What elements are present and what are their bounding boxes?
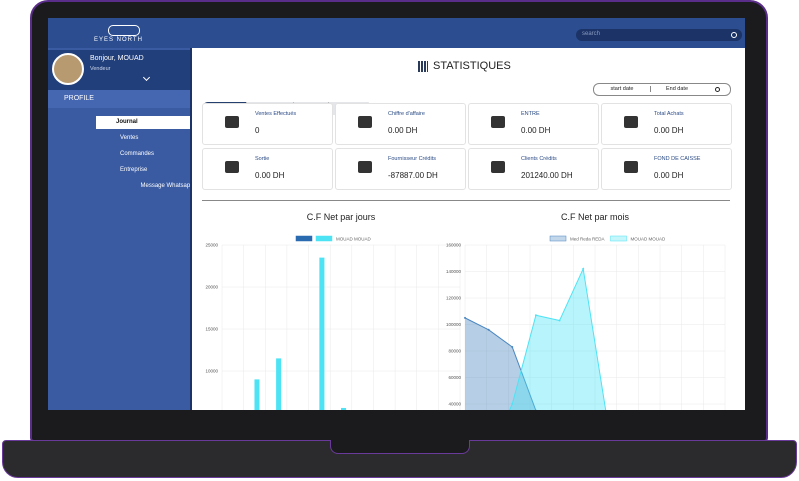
menu-item[interactable]: Commandes [120,151,155,157]
logo-glasses [108,25,140,36]
role: Vendeur [90,66,111,72]
start-date[interactable]: start date [610,86,634,92]
card-icon [491,161,505,173]
date-filter [593,83,731,96]
card-icon [358,161,372,173]
point [511,346,514,349]
bar [254,379,260,410]
y-tick-label: 10000 [205,369,218,374]
card-label: Chiffre d'affaire [388,111,425,117]
legend-swatch [610,235,627,242]
y-tick-label: 100000 [446,322,462,327]
stat-card: Clients Crédits 201240.00 DH [468,148,599,190]
point [558,319,561,322]
menu-item[interactable]: Message Whatsapp [140,183,194,189]
area-fill [509,268,606,410]
card-label: Total Achats [654,111,684,117]
card-label: FOND DE CAISSE [654,156,701,162]
legend-swatch [315,235,333,242]
section-title: PROFILE [64,95,94,102]
card-value: -87887.00 DH [388,171,438,180]
card-value: 0.00 DH [521,126,551,135]
y-tick-label: 60000 [448,375,461,380]
stats-icon [418,61,428,72]
legend-label: MOUAD MOUAD [336,237,372,242]
bar [276,358,282,410]
menu-item[interactable]: Entreprise [120,167,148,173]
area-line [464,317,537,410]
point [511,403,514,405]
legend-swatch [549,235,567,242]
y-tick-label: 160000 [446,243,462,248]
stat-card: Fournisseur Crédits -87887.00 DH [335,148,466,190]
search-placeholder: search [582,31,601,37]
search-icon [731,32,737,38]
greeting: Bonjour, MOUAD [90,55,144,62]
area-line [509,267,607,410]
area-fill [465,317,536,410]
menu-item[interactable]: Ventes [120,135,139,141]
bar [319,257,325,410]
y-tick-label: 15000 [205,327,218,332]
card-value: 0.00 DH [388,126,418,135]
card-icon [225,161,239,173]
point [534,314,537,317]
y-tick-label: 120000 [446,296,462,301]
y-tick-label: 25000 [205,243,218,248]
card-icon [624,161,638,173]
point [487,328,490,331]
card-icon [491,116,505,128]
card-value: 201240.00 DH [521,171,573,180]
section-header [48,90,190,108]
divider [202,200,730,201]
card-value: 0.00 DH [255,171,285,180]
stat-card: ENTRE 0.00 DH [468,103,599,145]
point [582,267,585,270]
card-label: Fournisseur Crédits [388,156,436,162]
sidebar [48,48,190,410]
end-date[interactable]: End date [650,86,703,92]
y-tick-label: 20000 [205,285,218,290]
card-label: Sortie [255,156,270,162]
page-title: STATISTIQUES [433,60,511,72]
card-label: ENTRE [521,111,540,117]
logo: EYES NORTH [94,37,143,43]
avatar [52,53,84,85]
card-label: Clients Crédits [521,156,557,162]
card-value: 0.00 DH [654,126,684,135]
chart-title: C.F Net par jours [307,212,376,222]
stat-card: Total Achats 0.00 DH [601,103,732,145]
legend-swatch [295,235,313,242]
card-icon [225,116,239,128]
legend-label: MOUAD MOUAD [631,237,667,242]
content-border [190,48,192,410]
charts: C.F Net par jours MOUAD MOUAD 10000 15000 20… [205,212,726,410]
date-search[interactable] [715,87,720,92]
card-value: 0 [255,126,260,135]
point [464,316,466,319]
chart-title: C.F Net par mois [561,212,630,222]
legend-label: Med Reda REDA [570,237,605,242]
card-icon [624,116,638,128]
stat-card: Ventes Effectués 0 [202,103,333,145]
stat-card: FOND DE CAISSE 0.00 DH [601,148,732,190]
screen: EYES NORTH search Bonjour, MOUAD Vendeur… [48,18,745,410]
stat-card: Sortie 0.00 DH [202,148,333,190]
y-tick-label: 80000 [448,349,461,354]
search-input[interactable]: search [576,29,742,41]
card-label: Ventes Effectués [255,111,297,117]
y-tick-label: 140000 [446,269,462,274]
card-icon [358,116,372,128]
stat-card: Chiffre d'affaire 0.00 DH [335,103,466,145]
base-notch [330,440,470,454]
card-value: 0.00 DH [654,171,684,180]
bar [341,407,347,410]
y-tick-label: 40000 [448,402,461,407]
